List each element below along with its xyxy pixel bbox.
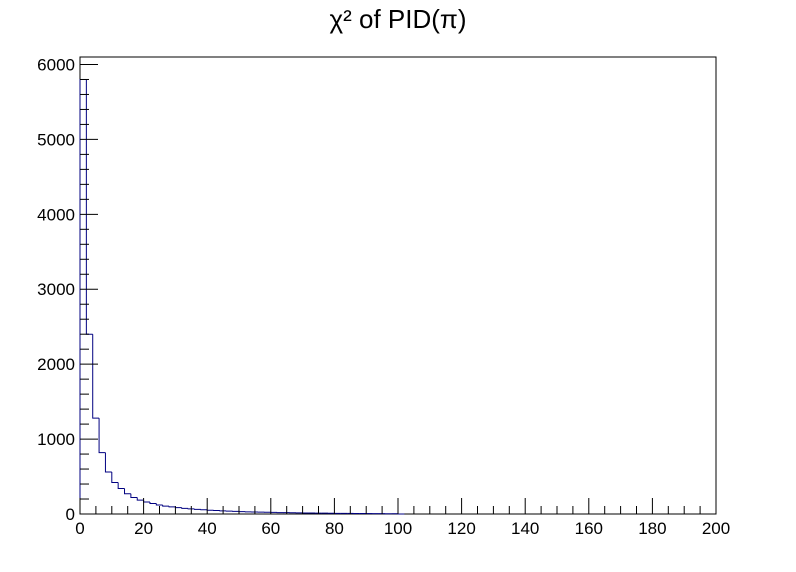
plot-frame [79, 56, 717, 515]
y-tick-label: 1000 [37, 430, 75, 449]
x-tick-label: 200 [702, 519, 730, 538]
histogram-bin [130, 493, 138, 499]
x-tick-label: 120 [447, 519, 475, 538]
histogram-bin [162, 505, 170, 507]
histogram-bin [187, 508, 195, 510]
histogram-bin [168, 506, 176, 508]
histogram-bin [174, 506, 182, 509]
histogram-bin [117, 482, 125, 490]
y-tick-label: 0 [66, 505, 75, 524]
y-tick-label: 5000 [37, 130, 75, 149]
y-tick-label: 3000 [37, 280, 75, 299]
histogram-bin [136, 497, 144, 501]
histogram-bin [98, 418, 106, 454]
chart-title: χ² of PID(π) [329, 4, 467, 34]
histogram-bin [111, 472, 119, 484]
histogram-bin [149, 502, 157, 505]
histogram-bin [79, 78, 87, 514]
x-tick-label: 100 [384, 519, 412, 538]
y-tick-label: 4000 [37, 205, 75, 224]
histogram-bin [104, 452, 112, 473]
x-tick-label: 40 [198, 519, 217, 538]
y-tick-label: 6000 [37, 55, 75, 74]
histogram-bin [181, 507, 189, 509]
histogram-bin [143, 500, 150, 503]
histogram-bin [85, 79, 93, 335]
y-tick-label: 2000 [37, 355, 75, 374]
x-tick-label: 20 [134, 519, 153, 538]
x-tick-label: 80 [325, 519, 344, 538]
histogram-bin [155, 503, 163, 506]
x-tick-label: 60 [261, 519, 280, 538]
histogram-bin [124, 488, 131, 495]
x-tick-label: 140 [511, 519, 539, 538]
histogram-bin [92, 334, 100, 419]
x-tick-label: 180 [638, 519, 666, 538]
x-tick-label: 160 [575, 519, 603, 538]
x-tick-label: 0 [75, 519, 84, 538]
